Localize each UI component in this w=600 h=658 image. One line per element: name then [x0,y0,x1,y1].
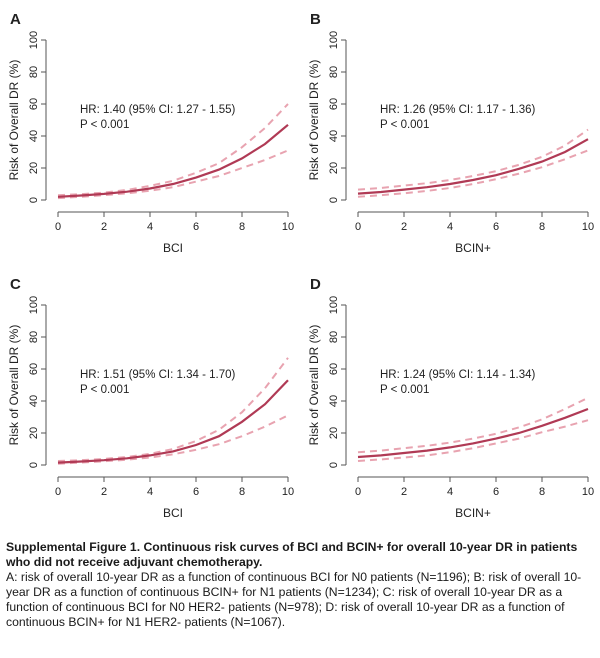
ci-lower-line [57,149,289,200]
p-value-annotation: P < 0.001 [380,119,429,131]
x-tick-label: 6 [193,221,199,233]
x-tick-label: 0 [55,221,61,233]
x-tick-label: 10 [282,221,294,233]
x-tick-label: 2 [101,221,107,233]
hr-annotation: HR: 1.24 (95% CI: 1.14 - 1.34) [380,369,535,381]
ci-lower-line [357,149,589,198]
y-tick-label: 20 [28,427,40,439]
y-tick-label: 60 [328,98,340,110]
y-tick-label: 80 [328,331,340,343]
x-tick-label: 0 [55,486,61,498]
x-tick-label: 10 [282,486,294,498]
y-tick-label: 60 [328,363,340,375]
caption-title: Supplemental Figure 1. Continuous risk c… [6,540,578,569]
p-value-annotation: P < 0.001 [380,384,429,396]
chart-panel-b: B 0 20 40 60 80 100 Risk of Overall DR (%) 0 2 4 6 8… [307,11,594,255]
chart-panel-a: A 0 20 40 60 80 100 Risk of Overall DR (%) 0 2 4 6 8… [7,11,294,255]
x-tick-label: 8 [239,486,245,498]
x-axis-label: BCI [163,241,183,255]
x-tick-label: 4 [447,486,453,498]
y-tick-label: 80 [28,331,40,343]
y-axis-label: Risk of Overall DR (%) [7,60,21,181]
x-tick-label: 6 [493,221,499,233]
y-tick-label: 100 [28,31,40,49]
y-tick-label: 0 [328,462,340,468]
y-tick-label: 60 [28,363,40,375]
x-tick-label: 2 [101,486,107,498]
y-tick-label: 20 [28,162,40,174]
ci-upper-line [357,128,589,191]
x-tick-label: 4 [447,221,453,233]
y-tick-label: 40 [328,130,340,142]
y-axis-label: Risk of Overall DR (%) [307,325,321,446]
ci-lower-line [57,414,289,465]
caption-body: A: risk of overall 10-year DR as a funct… [6,570,582,629]
x-tick-label: 6 [193,486,199,498]
y-tick-label: 40 [28,130,40,142]
x-tick-label: 8 [239,221,245,233]
y-tick-label: 40 [328,395,340,407]
y-tick-label: 0 [28,462,40,468]
panel-label: A [10,11,21,28]
x-axis-label: BCIN+ [455,506,491,520]
x-tick-label: 6 [493,486,499,498]
panel-label: D [310,276,321,293]
x-tick-label: 8 [539,486,545,498]
x-tick-label: 2 [401,486,407,498]
y-tick-label: 20 [328,427,340,439]
x-tick-label: 10 [582,486,594,498]
panel-label: C [10,276,21,293]
y-tick-label: 20 [328,162,340,174]
ci-lower-line [357,419,589,462]
y-tick-label: 100 [28,296,40,314]
y-tick-label: 0 [328,197,340,203]
chart-panel-c: C 0 20 40 60 80 100 Risk of Overall DR (%) 0 2 4 6 8… [7,276,294,520]
panel-label: B [310,11,321,28]
y-axis-label: Risk of Overall DR (%) [307,60,321,181]
hr-annotation: HR: 1.51 (95% CI: 1.34 - 1.70) [80,369,235,381]
x-tick-label: 8 [539,221,545,233]
y-tick-label: 80 [28,66,40,78]
ci-upper-line [357,396,589,454]
x-tick-label: 2 [401,221,407,233]
y-tick-label: 60 [28,98,40,110]
risk-estimate-line [357,407,589,459]
x-tick-label: 0 [355,486,361,498]
ci-upper-line [57,103,289,197]
y-tick-label: 100 [328,31,340,49]
risk-estimate-line [357,138,589,195]
p-value-annotation: P < 0.001 [80,384,129,396]
x-axis-label: BCI [163,506,183,520]
risk-estimate-line [57,379,289,464]
y-tick-label: 100 [328,296,340,314]
x-tick-label: 4 [147,486,153,498]
risk-estimate-line [57,123,289,198]
chart-panel-d: D 0 20 40 60 80 100 Risk of Overall DR (%) 0 2 4 6 8… [307,276,594,520]
hr-annotation: HR: 1.26 (95% CI: 1.17 - 1.36) [380,104,535,116]
x-tick-label: 0 [355,221,361,233]
y-tick-label: 80 [328,66,340,78]
hr-annotation: HR: 1.40 (95% CI: 1.27 - 1.55) [80,104,235,116]
x-tick-label: 10 [582,221,594,233]
figure-caption: Supplemental Figure 1. Continuous risk c… [6,540,596,630]
x-axis-label: BCIN+ [455,241,491,255]
ci-upper-line [57,357,289,462]
p-value-annotation: P < 0.001 [80,119,129,131]
y-tick-label: 40 [28,395,40,407]
x-tick-label: 4 [147,221,153,233]
y-axis-label: Risk of Overall DR (%) [7,325,21,446]
y-tick-label: 0 [28,197,40,203]
